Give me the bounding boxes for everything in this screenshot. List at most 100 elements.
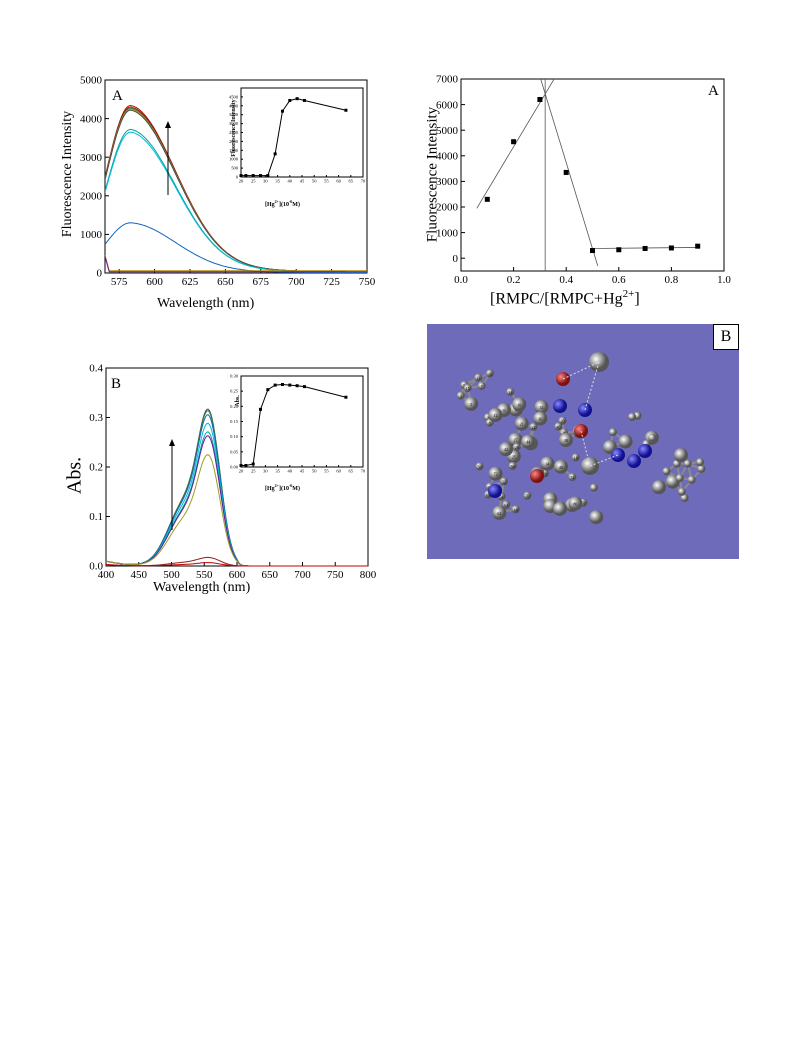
atom-label: 28 (515, 445, 519, 450)
atom-label: 52 (502, 479, 506, 484)
inset-b-xlabel: [Hg2+](10-6M) (265, 483, 300, 492)
insetA-frame (240, 87, 364, 178)
inset-b-xlabel-mid: ](10 (278, 486, 289, 492)
atom-label: 2 (487, 415, 489, 420)
atom (514, 416, 529, 431)
atom (696, 458, 705, 467)
job-xlabel-sup: 2+ (622, 288, 635, 300)
insetB-xtick-label: 60 (336, 469, 341, 474)
job-xtick-label: 0.0 (454, 274, 468, 286)
insetA-xtick-label: 40 (288, 179, 293, 184)
fluor-ytick-label: 5000 (80, 75, 103, 87)
insetA-line (241, 98, 347, 177)
atom (571, 453, 580, 462)
molecular-model-panel: 3215789101112131415161820212224252627282… (427, 324, 739, 559)
atom-label: 32 (539, 405, 543, 410)
atom (512, 397, 527, 412)
insetB-line (241, 383, 347, 466)
atom-label: 14 (508, 390, 512, 395)
insetA-point (273, 152, 277, 156)
inset-a-ylabel: Fluorescence Intensity (231, 99, 237, 157)
panel-label-a-job: A (708, 83, 719, 99)
abs-series-line (105, 431, 368, 567)
fluor-arrow-head (165, 121, 171, 128)
inset-b-xlabel-end: M) (292, 486, 300, 492)
atom-label: 34 (545, 461, 549, 466)
job-xtick-label: 1.0 (717, 274, 731, 286)
atom-label: 68 (514, 507, 518, 512)
atom (558, 433, 573, 448)
inset-b-xlabel-sup2: -6 (288, 483, 293, 488)
fluor-ytick-label: 3000 (80, 152, 103, 164)
abs-series-line (105, 408, 368, 567)
insetA-point (280, 109, 284, 113)
insetB-xtick-label: 55 (324, 469, 329, 474)
heteroatom (611, 448, 625, 462)
atom (673, 448, 688, 463)
insetB-point (251, 462, 255, 466)
atom (554, 422, 563, 431)
insetA-point (302, 98, 306, 102)
abs-ytick-label: 0.4 (89, 363, 103, 375)
job-xtick-label: 0.8 (665, 274, 679, 286)
atom-label: 74 (570, 475, 574, 480)
heteroatom (530, 469, 544, 483)
atom (554, 459, 569, 474)
atom-label: 26 (562, 431, 566, 436)
inset-a-xlabel-sup2: -6 (288, 199, 293, 204)
abs-series-line (105, 410, 368, 567)
insetB-point (266, 388, 270, 392)
abs-series-line (105, 454, 368, 567)
job-fit-line (476, 79, 555, 209)
atom (506, 387, 515, 396)
atom-label: 36 (538, 416, 542, 421)
atom (677, 487, 686, 496)
absorption-xlabel: Wavelength (nm) (153, 580, 251, 595)
atom (568, 496, 583, 511)
atom-label: 5 (470, 402, 472, 407)
atom-label: 70 (525, 494, 529, 499)
atom (618, 434, 633, 449)
atom-label: 38 (564, 438, 568, 443)
insetA-xtick-label: 45 (300, 179, 305, 184)
heteroatom (638, 444, 652, 458)
atom-label: 44 (526, 440, 530, 445)
atom-label: 10 (517, 402, 521, 407)
atom-label: 80 (573, 502, 577, 507)
insetA-xtick-label: 60 (336, 179, 341, 184)
insetB-ytick-label: 0.30 (230, 374, 239, 379)
abs-series-line (105, 414, 368, 567)
job-data-point (511, 139, 517, 145)
insetA-point (295, 97, 299, 101)
insetB-point (259, 407, 263, 411)
job-frame (460, 78, 725, 272)
job-xlabel: [RMPC/[RMPC+Hg2+] (490, 288, 640, 308)
inset-a-xlabel: [Hg2+](10-6M) (265, 199, 300, 208)
insetA-xtick-label: 55 (324, 179, 329, 184)
inset-a-xlabel-main: [Hg (265, 202, 275, 208)
job-xtick-label: 0.6 (612, 274, 626, 286)
atom (499, 442, 514, 457)
abs-xtick-label: 650 (262, 569, 279, 581)
insetA-xtick-label: 35 (275, 179, 280, 184)
insetB-ytick-label: 0.05 (230, 449, 239, 454)
atom (502, 500, 511, 509)
job-ylabel: Fluorescence Intensity (424, 106, 441, 243)
fluor-xtick-label: 675 (253, 276, 270, 288)
atom (589, 510, 604, 525)
insetB-xtick-label: 25 (251, 469, 256, 474)
atom (533, 411, 548, 426)
atom (492, 505, 507, 520)
atom-label: 64 (504, 503, 508, 508)
atom-label: 42 (504, 447, 508, 452)
abs-series-line (105, 556, 368, 567)
inset-a-xlabel-sup1: 2+ (274, 199, 279, 204)
atom-label: 21 (520, 422, 524, 427)
panel-label-b-model: B (713, 324, 739, 350)
fluorescence-xlabel: Wavelength (nm) (157, 296, 255, 311)
atom-label: 25 (512, 454, 516, 459)
insetA-xtick-label: 65 (349, 179, 354, 184)
insetB-ytick-label: 0.00 (230, 465, 239, 470)
abs-ytick-label: 0.0 (89, 561, 103, 573)
atom (687, 475, 696, 484)
